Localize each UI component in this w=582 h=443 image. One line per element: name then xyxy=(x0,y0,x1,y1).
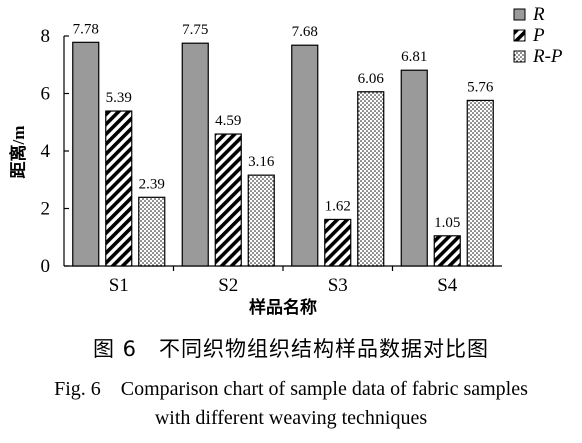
x-tick-label-s1: S1 xyxy=(109,275,129,296)
legend-swatch-p xyxy=(513,29,526,42)
y-tick-label: 0 xyxy=(41,256,51,277)
figure-caption-english-line-1: Fig. 6 Comparison chart of sample data o… xyxy=(54,378,528,400)
x-tick-label-s3: S3 xyxy=(328,275,348,296)
y-tick-label: 2 xyxy=(41,199,51,220)
y-tick-label: 4 xyxy=(41,141,51,162)
figure-caption-english-line-2: with different weaving techniques xyxy=(154,407,428,429)
data-label-r-s3: 7.68 xyxy=(292,24,318,40)
bar-p-s2 xyxy=(214,133,242,267)
y-axis: 0 2 4 6 8 xyxy=(41,26,69,277)
data-label-r-s4: 6.81 xyxy=(401,49,427,65)
bar-chart: 0 2 4 6 8 S1 S2 S3 S4 7.78 5.39 2.39 7.75 4.59 3.16 7… xyxy=(8,4,563,317)
data-label-r-s2: 7.75 xyxy=(182,22,208,38)
x-axis-title: 样品名称 xyxy=(249,297,317,317)
data-label-p-s3: 1.62 xyxy=(325,198,351,214)
bar-r-p-s3 xyxy=(357,91,385,267)
bar-r-s4 xyxy=(400,69,428,267)
legend-label-p: P xyxy=(532,25,545,46)
data-label-r-p-s1: 2.39 xyxy=(139,176,165,192)
data-label-p-s1: 5.39 xyxy=(106,90,132,106)
data-label-r-s1: 7.78 xyxy=(73,21,99,37)
data-label-p-s2: 4.59 xyxy=(215,113,241,129)
data-label-p-s4: 1.05 xyxy=(434,215,460,231)
bar-p-s1 xyxy=(105,110,133,267)
bar-r-p-s1 xyxy=(138,196,166,267)
x-tick-label-s2: S2 xyxy=(218,275,238,296)
bar-r-s3 xyxy=(291,44,319,267)
legend-swatch-r xyxy=(513,8,526,21)
bar-r-p-s4 xyxy=(466,99,494,267)
bar-r-s2 xyxy=(181,42,209,267)
legend-swatch-r-p xyxy=(513,50,526,63)
y-tick-label: 8 xyxy=(41,26,51,47)
legend: RPR-P xyxy=(513,4,563,67)
bar-p-s4 xyxy=(433,235,461,267)
legend-label-r-p: R-P xyxy=(532,46,563,67)
x-tick-label-s4: S4 xyxy=(437,275,458,296)
bar-p-s3 xyxy=(324,218,352,267)
data-label-r-p-s2: 3.16 xyxy=(248,154,275,170)
data-label-r-p-s3: 6.06 xyxy=(358,71,385,87)
legend-label-r: R xyxy=(532,4,545,25)
bar-r-s1 xyxy=(72,41,100,267)
figure-caption-chinese: 图 6 不同织物组织结构样品数据对比图 xyxy=(92,337,490,361)
y-axis-title: 距离/m xyxy=(8,126,28,179)
bar-r-p-s2 xyxy=(247,174,275,267)
data-label-r-p-s4: 5.76 xyxy=(467,79,494,95)
x-axis: S1 S2 S3 S4 xyxy=(64,265,502,296)
y-tick-label: 6 xyxy=(41,84,51,105)
